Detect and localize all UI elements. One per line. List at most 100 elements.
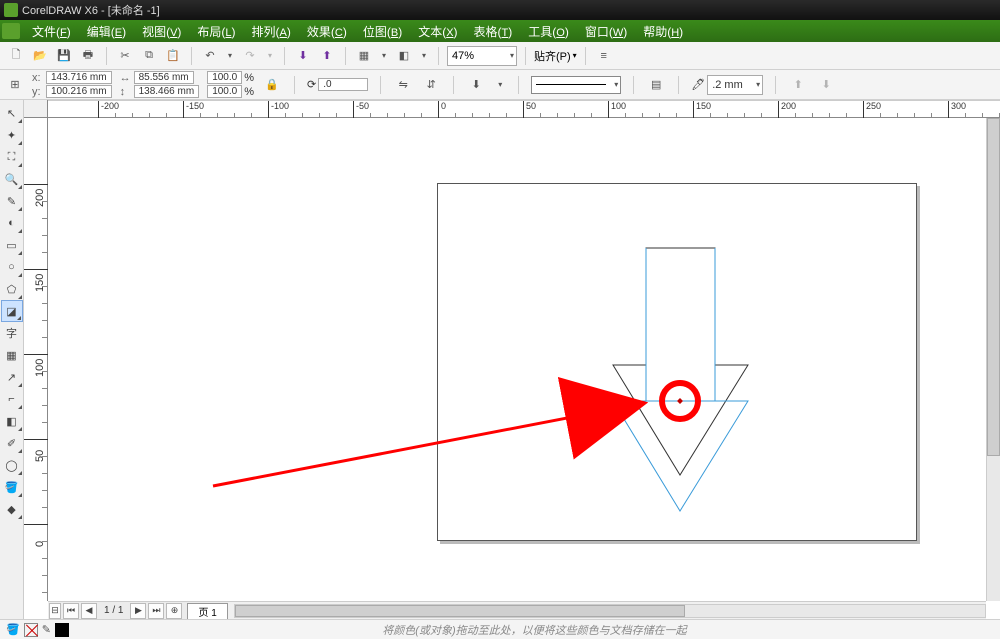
size-group: ↔85.556 mm ↕138.466 mm xyxy=(120,71,200,98)
interactive-tool[interactable]: ◧ xyxy=(1,410,23,432)
next-page-button[interactable]: ▶ xyxy=(130,603,146,619)
horizontal-ruler[interactable]: -200-150-100-50050100150200250300350 xyxy=(48,100,1000,118)
zoom-combo[interactable]: 47% xyxy=(447,46,517,66)
arrow-shape-dropdown[interactable]: ▾ xyxy=(494,75,506,95)
connector-tool[interactable]: ⌐ xyxy=(1,388,23,410)
toggle-nav-button[interactable]: ⊟ xyxy=(49,603,61,619)
last-page-button[interactable]: ⏭ xyxy=(148,603,164,619)
welcome-button[interactable]: ◧ xyxy=(394,46,414,66)
line-style-combo[interactable] xyxy=(531,76,621,94)
menu-bar: 文件(F)编辑(E)视图(V)布局(L)排列(A)效果(C)位图(B)文本(X)… xyxy=(0,20,1000,42)
menu-排列[interactable]: 排列(A) xyxy=(244,21,299,42)
vertical-scrollbar[interactable] xyxy=(986,118,1000,601)
vertical-ruler[interactable]: 200150100500 xyxy=(24,118,48,601)
dimension-tool[interactable]: ↗ xyxy=(1,366,23,388)
redo-button[interactable]: ↷ xyxy=(240,46,260,66)
import-button[interactable]: ⬇ xyxy=(293,46,313,66)
height-value-input[interactable]: 138.466 mm xyxy=(134,85,200,98)
menu-窗口[interactable]: 窗口(W) xyxy=(577,21,635,42)
first-page-button[interactable]: ⏮ xyxy=(63,603,79,619)
options-button[interactable]: ≡ xyxy=(594,46,614,66)
to-back-button[interactable]: ⬇ xyxy=(816,75,836,95)
polygon-tool[interactable]: ⬠ xyxy=(1,278,23,300)
table-tool[interactable]: ▦ xyxy=(1,344,23,366)
page-navigator-bar: ⊟ ⏮ ◀ 1 / 1 ▶ ⏭ ⊕ 页 1 xyxy=(48,601,986,619)
menu-效果[interactable]: 效果(C) xyxy=(299,21,355,42)
v-scroll-thumb[interactable] xyxy=(987,118,1000,456)
app-launcher-button[interactable]: ▦ xyxy=(354,46,374,66)
outline-tool[interactable]: ◯ xyxy=(1,454,23,476)
y-value-input[interactable]: 100.216 mm xyxy=(46,85,112,98)
snap-label: 贴齐(P) xyxy=(534,48,571,64)
menu-布局[interactable]: 布局(L) xyxy=(189,21,243,42)
horizontal-scrollbar[interactable] xyxy=(234,604,986,618)
print-button[interactable]: 🖶 xyxy=(78,46,98,66)
freehand-tool[interactable]: ✎ xyxy=(1,190,23,212)
undo-dropdown[interactable]: ▾ xyxy=(224,46,236,66)
outline-width-group: 🖊 .2 mm xyxy=(691,75,763,95)
crop-tool[interactable]: ⛶ xyxy=(1,146,23,168)
color-swatches: 🪣 ✎ xyxy=(0,623,69,637)
zoom-tool[interactable]: 🔍 xyxy=(1,168,23,190)
pct-label: % xyxy=(244,72,254,84)
h-scroll-thumb[interactable] xyxy=(235,605,685,617)
standard-toolbar: 🗋 📂 💾 🖶 ✂ ⧉ 📋 ↶▾ ↷▾ ⬇ ⬆ ▦▾ ◧▾ 47% 贴齐(P) … xyxy=(0,42,1000,70)
text-tool[interactable]: 字 xyxy=(1,322,23,344)
welcome-dropdown[interactable]: ▾ xyxy=(418,46,430,66)
wrap-text-button[interactable]: ▤ xyxy=(646,75,666,95)
basic-shapes-tool[interactable]: ◪ xyxy=(1,300,23,322)
cut-button[interactable]: ✂ xyxy=(115,46,135,66)
redo-dropdown[interactable]: ▾ xyxy=(264,46,276,66)
x-value-input[interactable]: 143.716 mm xyxy=(46,71,112,84)
width-value-input[interactable]: 85.556 mm xyxy=(134,71,194,84)
paste-button[interactable]: 📋 xyxy=(163,46,183,66)
lock-ratio-button[interactable]: 🔒 xyxy=(262,75,282,95)
rectangle-tool[interactable]: ▭ xyxy=(1,234,23,256)
menu-帮助[interactable]: 帮助(H) xyxy=(635,21,691,42)
scale-y-input[interactable]: 100.0 xyxy=(207,85,242,98)
eyedropper-tool[interactable]: ✐ xyxy=(1,432,23,454)
menu-文件[interactable]: 文件(F) xyxy=(24,21,79,42)
interactive-fill-tool[interactable]: ◆ xyxy=(1,498,23,520)
open-button[interactable]: 📂 xyxy=(30,46,50,66)
menu-位图[interactable]: 位图(B) xyxy=(355,21,410,42)
menu-工具[interactable]: 工具(O) xyxy=(520,21,577,42)
shape-tool[interactable]: ✦ xyxy=(1,124,23,146)
new-doc-button[interactable]: 🗋 xyxy=(6,46,26,66)
app-launcher-dropdown[interactable]: ▾ xyxy=(378,46,390,66)
smart-fill-tool[interactable]: ◐ xyxy=(1,212,23,234)
ellipse-tool[interactable]: ○ xyxy=(1,256,23,278)
export-button[interactable]: ⬆ xyxy=(317,46,337,66)
to-front-button[interactable]: ⬆ xyxy=(788,75,808,95)
drawing-view[interactable] xyxy=(48,118,986,601)
prev-page-button[interactable]: ◀ xyxy=(81,603,97,619)
menu-视图[interactable]: 视图(V) xyxy=(134,21,189,42)
rotation-input[interactable]: .0 xyxy=(318,78,368,91)
menu-文本[interactable]: 文本(X) xyxy=(410,21,465,42)
mirror-h-button[interactable]: ⇋ xyxy=(393,75,413,95)
add-page-button[interactable]: ⊕ xyxy=(166,603,182,619)
position-group: x:143.716 mm y:100.216 mm xyxy=(32,71,112,98)
outline-black-swatch[interactable] xyxy=(55,623,69,637)
scale-x-input[interactable]: 100.0 xyxy=(207,71,242,84)
height-icon: ↕ xyxy=(120,86,132,98)
outline-width-combo[interactable]: .2 mm xyxy=(707,75,763,95)
menu-表格[interactable]: 表格(T) xyxy=(466,21,521,42)
mirror-v-button[interactable]: ⇵ xyxy=(421,75,441,95)
undo-button[interactable]: ↶ xyxy=(200,46,220,66)
menu-logo-icon xyxy=(2,23,20,39)
snap-button[interactable]: 贴齐(P) ▾ xyxy=(534,48,577,64)
width-icon: ↔ xyxy=(120,72,132,84)
menu-编辑[interactable]: 编辑(E) xyxy=(79,21,134,42)
arrow-shape-picker[interactable]: ⬇ xyxy=(466,75,486,95)
fill-tool[interactable]: 🪣 xyxy=(1,476,23,498)
pick-tool[interactable]: ↖ xyxy=(1,102,23,124)
page-tab-1[interactable]: 页 1 xyxy=(187,603,227,619)
ruler-origin[interactable] xyxy=(24,100,48,118)
rotation-group: ⟳ .0 xyxy=(307,78,368,91)
status-bar: 🪣 ✎ 将颜色(或对象)拖动至此处，以便将这些颜色与文档存储在一起 xyxy=(0,619,1000,639)
copy-button[interactable]: ⧉ xyxy=(139,46,159,66)
save-button[interactable]: 💾 xyxy=(54,46,74,66)
fill-none-swatch[interactable] xyxy=(24,623,38,637)
page-navigator: ⊟ ⏮ ◀ 1 / 1 ▶ ⏭ ⊕ 页 1 xyxy=(48,602,228,620)
